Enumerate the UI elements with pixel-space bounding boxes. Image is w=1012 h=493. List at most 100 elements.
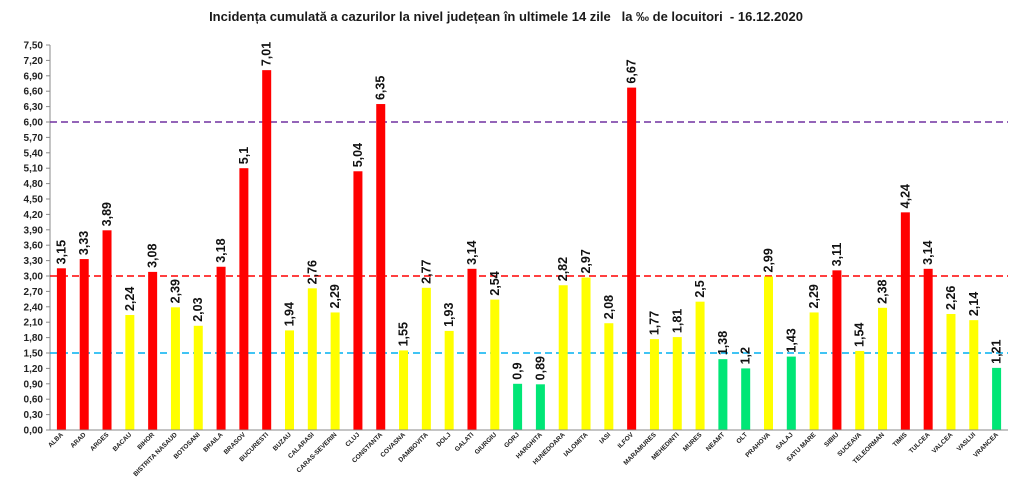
x-tick-label: IALOMITA [563,431,590,458]
x-tick-label: DOLJ [435,431,452,448]
y-tick-label: 6,90 [24,71,44,82]
bar [923,268,933,430]
bar [79,259,89,430]
data-label: 2,76 [305,260,319,284]
bar [604,323,614,430]
y-tick-label: 6,30 [24,102,44,113]
y-tick-label: 3,90 [24,225,44,236]
bar [216,266,226,430]
bar [672,337,682,430]
data-label: 2,03 [191,297,205,321]
bar [513,383,523,430]
y-tick-label: 7,50 [24,41,44,52]
data-label: 2,29 [807,284,821,308]
data-label: 2,5 [693,280,707,297]
x-tick-label: ALBA [47,431,65,449]
bar [193,325,203,430]
data-label: 1,94 [283,302,297,326]
bar [102,230,112,430]
y-tick-label: 5,70 [24,133,44,144]
y-tick-label: 1,50 [24,349,44,360]
threshold-lines [50,121,1008,354]
x-tick-label: BACAU [112,431,134,453]
bar [421,287,431,430]
y-tick-label: 2,40 [24,302,44,313]
bar [353,171,363,430]
bar [148,271,158,430]
y-tick-label: 6,00 [24,118,44,129]
x-tick-label: TIMIS [892,431,910,449]
data-label: 1,77 [647,311,661,335]
bar [262,70,272,431]
bar [855,350,865,430]
y-tick-label: 4,50 [24,195,44,206]
data-label: 1,81 [670,309,684,333]
x-tick-label: IASI [598,431,612,445]
bar [285,330,294,430]
x-tick-label: ARAD [69,431,87,449]
y-tick-label: 1,80 [24,333,44,344]
x-tick-label: VASLUI [956,431,978,453]
data-label: 1,43 [784,328,798,352]
data-label: 3,33 [77,231,91,255]
data-label: 2,14 [967,292,981,316]
data-label: 4,24 [898,184,912,208]
x-tick-label: TULCEA [908,431,932,455]
bar [718,359,728,430]
bar [764,276,773,430]
x-tick-label: GIURGIU [474,431,499,456]
data-label: 2,24 [123,287,137,311]
y-tick-label: 2,10 [24,318,44,329]
bar [558,285,568,430]
data-label: 1,93 [442,303,456,327]
data-label: 2,29 [328,284,342,308]
y-tick-label: 4,20 [24,210,44,221]
data-label: 3,11 [830,243,844,267]
data-label: 5,04 [351,143,365,167]
data-label: 2,54 [488,271,502,295]
data-label: 5,1 [237,147,251,164]
x-tick-label: ARGES [89,431,111,453]
x-tick-label: SALAJ [775,431,795,451]
bar [878,307,888,430]
bar [399,350,409,430]
bar [56,268,66,430]
data-label: 1,2 [739,347,753,364]
data-label: 2,08 [602,295,616,319]
y-tick-label: 3,00 [24,272,44,283]
bar [330,312,340,430]
y-tick-label: 1,20 [24,364,44,375]
data-label: 0,89 [533,356,547,380]
data-label: 2,97 [579,249,593,273]
x-tick-label: OLT [735,431,749,445]
data-label: 2,38 [876,279,890,303]
data-label: 7,01 [260,42,274,66]
x-tick-label: PRAHOVA [744,431,772,459]
bar [125,315,135,430]
bar [535,384,545,430]
chart-title: Incidența cumulată a cazurilor la nivel … [209,9,803,24]
bar [809,312,819,430]
data-label: 3,15 [54,240,68,264]
data-label: 6,67 [625,59,639,83]
data-label: 3,89 [100,202,114,226]
y-tick-label: 0,90 [24,379,44,390]
y-tick-label: 0,60 [24,395,44,406]
data-label: 2,26 [944,286,958,310]
bar [444,330,454,430]
bar [832,270,842,430]
y-tick-label: 0,30 [24,410,44,421]
bar [467,268,477,430]
x-tick-label: CARAS-SEVERIN [296,431,339,474]
x-tick-label: BISTRITA NASAUD [132,431,179,478]
x-tick-label: BUZAU [272,431,293,452]
data-label: 3,08 [146,244,160,268]
bar [239,168,249,430]
bar [170,307,180,430]
bar [581,277,591,430]
y-tick-label: 4,80 [24,179,44,190]
data-label: 2,99 [762,248,776,272]
data-label: 3,18 [214,238,228,262]
